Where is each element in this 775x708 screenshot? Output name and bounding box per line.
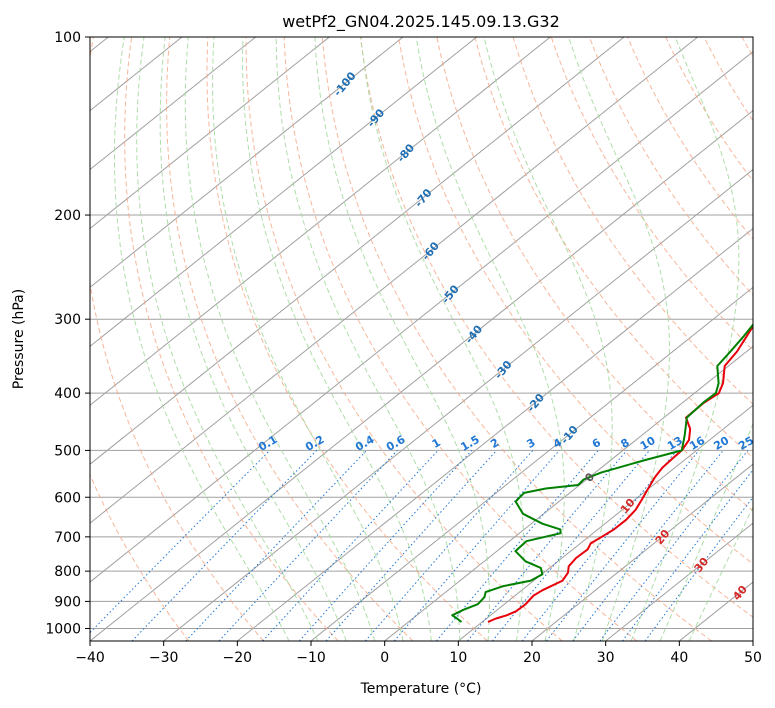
moist-adiabat [630, 37, 740, 641]
y-tick-label: 600 [54, 490, 81, 506]
moist-adiabat [184, 37, 376, 641]
isotherm [90, 37, 551, 406]
isotherm [90, 109, 753, 641]
y-axis-label: Pressure (hPa) [11, 289, 27, 389]
dry-adiabat [398, 37, 753, 565]
dry-adiabat [90, 37, 264, 641]
isotherm [237, 227, 753, 641]
y-axis-ticks: 1000 900 800 700 600 500 400 300 200 100 [45, 30, 90, 637]
dry-adiabat [360, 37, 753, 618]
x-axis-label: Temperature (°C) [360, 681, 482, 697]
x-tick-label: 20 [523, 650, 541, 666]
isotherm [163, 168, 753, 641]
x-tick-label: 0 [380, 650, 389, 666]
sounding-series [451, 323, 753, 623]
mixing-ratio-line [436, 450, 599, 641]
dry-adiabat [512, 37, 753, 405]
dry-adiabat [474, 37, 753, 459]
dry-adiabat [588, 37, 753, 296]
moist-adiabat [360, 37, 525, 641]
y-tick-label: 300 [54, 312, 81, 328]
y-tick-label: 1000 [45, 621, 81, 637]
mixing-ratio-line [491, 450, 650, 641]
x-tick-label: −20 [223, 650, 253, 666]
dry-adiabat [436, 37, 753, 512]
mixing-ratio-line [131, 450, 317, 641]
dry-adiabat [124, 37, 339, 641]
mixing-ratio-line [599, 450, 749, 641]
x-tick-label: 30 [597, 650, 615, 666]
y-tick-label: 400 [54, 386, 81, 402]
mixing-ratio-line [298, 450, 473, 641]
moist-adiabat [275, 37, 461, 641]
dry-adiabat [665, 37, 753, 182]
mixing-ratio-line [644, 496, 753, 641]
isotherm [458, 404, 753, 641]
y-tick-label: 500 [54, 443, 81, 459]
moist-adiabats [114, 37, 753, 641]
y-tick-label: 700 [54, 530, 81, 546]
x-axis-ticks: −40 −30 −20 −10 0 10 20 30 40 50 [75, 641, 762, 666]
mixing-ratio-line [467, 450, 628, 641]
moist-adiabat [659, 422, 753, 641]
isotherm [531, 463, 753, 641]
isotherm [90, 37, 625, 465]
x-tick-label: 40 [670, 650, 688, 666]
moist-adiabat [212, 37, 404, 641]
isotherm [90, 51, 753, 583]
moist-adiabat [483, 37, 613, 641]
dry-adiabats [90, 37, 753, 641]
x-tick-label: −10 [296, 650, 326, 666]
mixing-ratio-line [621, 469, 753, 641]
mixing-ratio-line [521, 450, 678, 641]
dry-adiabat [627, 37, 753, 240]
mixing-ratio-line [325, 450, 497, 641]
isotherm [90, 37, 404, 289]
mixing-ratio-line [90, 450, 271, 634]
isotherm [90, 37, 698, 524]
y-tick-label: 100 [54, 30, 81, 46]
isotherm [90, 37, 256, 171]
skewed-isotherms [90, 37, 753, 641]
y-tick-label: 800 [54, 564, 81, 580]
moist-adiabat [114, 37, 290, 641]
dry-adiabat [90, 473, 190, 641]
x-tick-label: −40 [75, 650, 105, 666]
x-tick-label: 10 [449, 650, 467, 666]
dry-adiabat [550, 37, 753, 351]
dewpoint-line [451, 323, 753, 623]
moist-adiabat [314, 37, 490, 641]
dry-adiabat [206, 37, 488, 641]
chart-title: wetPf2_GN04.2025.145.09.13.G32 [282, 12, 560, 32]
moist-adiabat [136, 37, 319, 641]
isotherm [605, 522, 753, 641]
isotherm [90, 37, 477, 347]
mixing-ratio-label: 25 [736, 434, 756, 453]
isotherm [384, 345, 753, 641]
y-tick-label: 900 [54, 594, 81, 610]
plot-area: -100-90-80-70-60-50-40-30-20-10010203040… [90, 37, 756, 641]
mixing-ratio-lines [90, 450, 753, 641]
dry-adiabat [283, 37, 638, 641]
dry-adiabat [245, 37, 563, 641]
x-tick-label: −30 [149, 650, 179, 666]
y-tick-label: 200 [54, 208, 81, 224]
pressure-gridlines [90, 37, 753, 629]
dry-adiabat [321, 37, 712, 641]
plot-frame [89, 36, 754, 642]
mixing-ratio-line [545, 450, 700, 641]
x-tick-label: 50 [744, 650, 762, 666]
mixing-ratio-line [185, 450, 367, 641]
isotherm [90, 37, 330, 230]
moist-adiabat [242, 37, 432, 641]
